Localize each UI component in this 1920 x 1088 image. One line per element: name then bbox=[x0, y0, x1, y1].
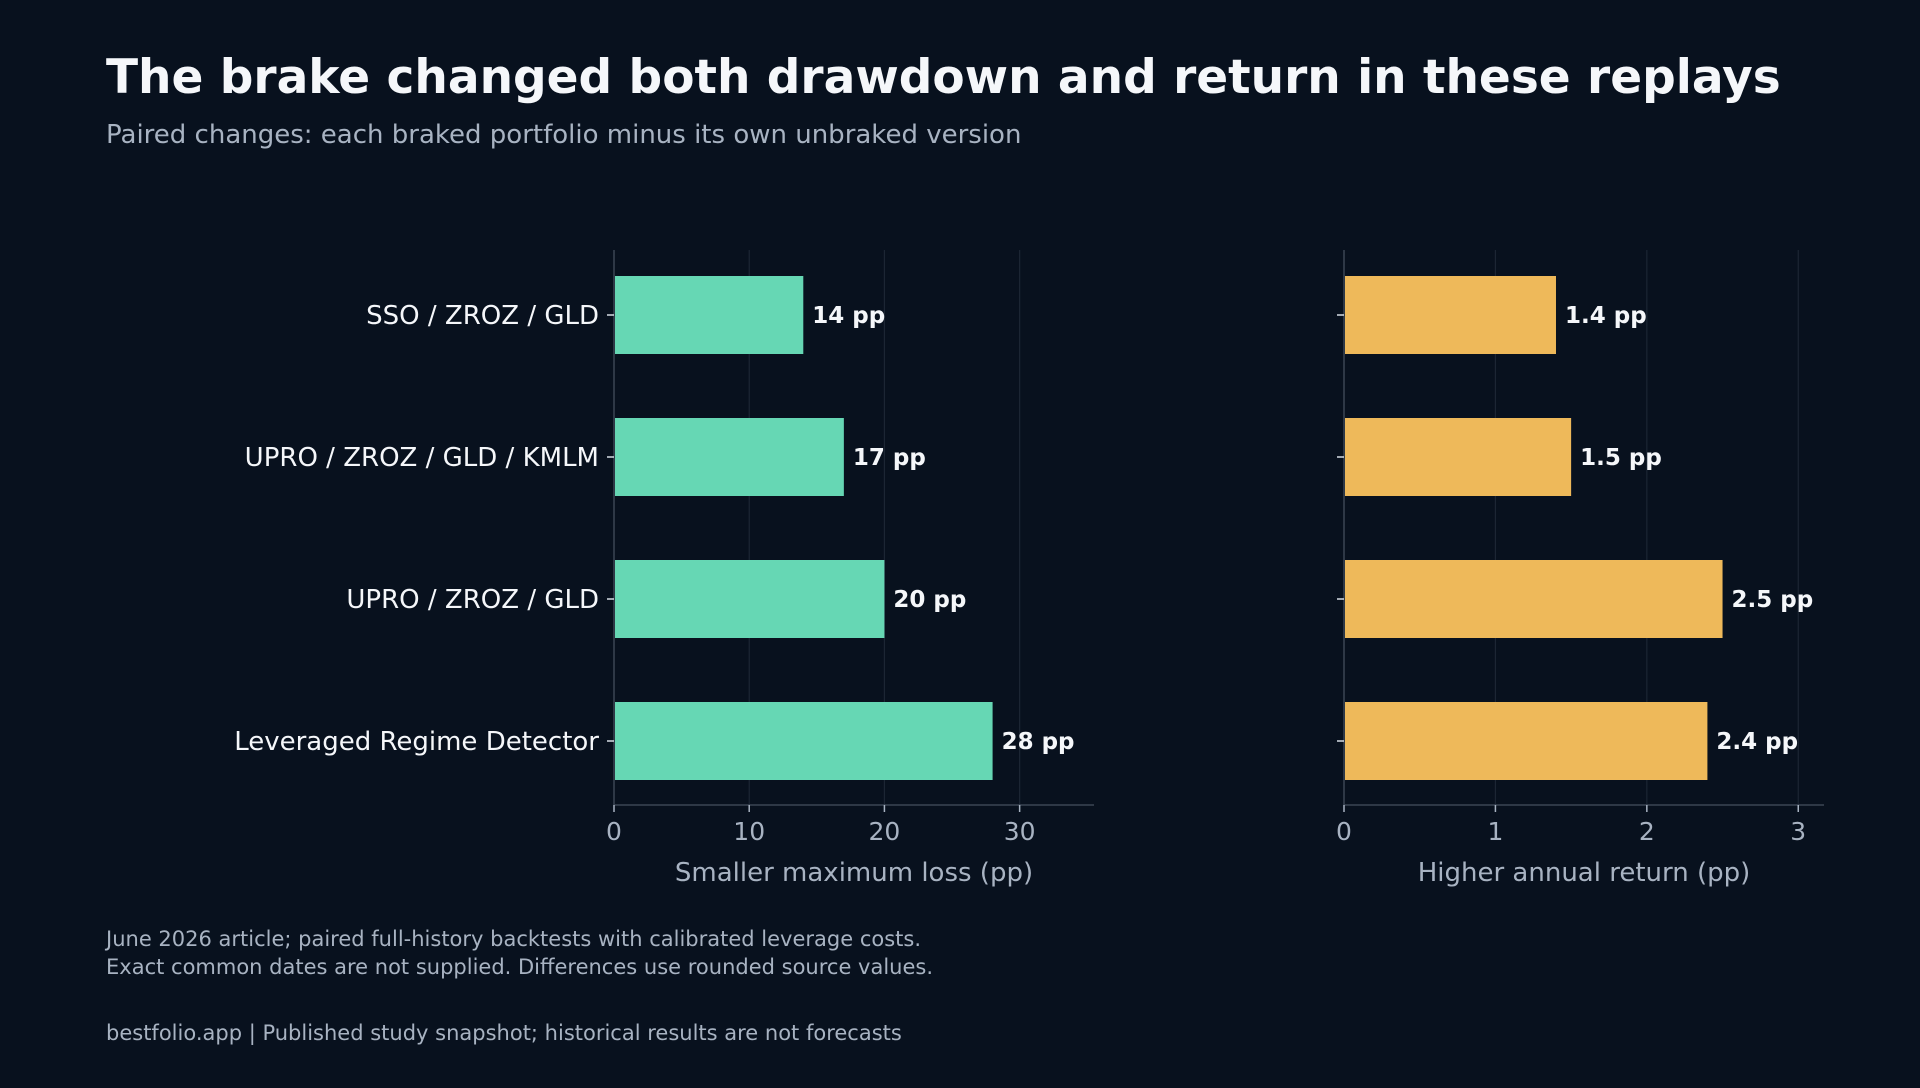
category-label: UPRO / ZROZ / GLD bbox=[346, 585, 599, 615]
value-label: 14 pp bbox=[812, 303, 885, 329]
value-label: 1.4 pp bbox=[1565, 303, 1647, 329]
x-tick-label: 0 bbox=[1336, 817, 1352, 846]
methodology-note-line-2: Exact common dates are not supplied. Dif… bbox=[106, 955, 934, 979]
value-label: 2.5 pp bbox=[1732, 587, 1814, 613]
bar-panel-1-row-2 bbox=[615, 418, 844, 496]
bar-panel-1-row-1 bbox=[615, 276, 804, 354]
x-tick-label: 2 bbox=[1639, 817, 1655, 846]
value-label: 1.5 pp bbox=[1580, 445, 1662, 471]
bar-panel-1-row-4 bbox=[615, 702, 993, 780]
bar-panel-2-row-3 bbox=[1345, 560, 1723, 638]
value-label: 28 pp bbox=[1002, 729, 1075, 755]
x-axis-title-panel-1: Smaller maximum loss (pp) bbox=[675, 858, 1033, 888]
x-tick-label: 0 bbox=[606, 817, 622, 846]
bar-panel-2-row-1 bbox=[1345, 276, 1556, 354]
x-tick-label: 10 bbox=[733, 817, 765, 846]
value-label: 17 pp bbox=[853, 445, 926, 471]
chart-subtitle: Paired changes: each braked portfolio mi… bbox=[106, 120, 1022, 150]
category-label: SSO / ZROZ / GLD bbox=[366, 301, 599, 331]
value-label: 20 pp bbox=[893, 587, 966, 613]
x-axis-title-panel-2: Higher annual return (pp) bbox=[1418, 858, 1751, 888]
category-label: Leveraged Regime Detector bbox=[234, 727, 599, 757]
methodology-note-line-1: June 2026 article; paired full-history b… bbox=[106, 927, 922, 951]
bar-panel-2-row-2 bbox=[1345, 418, 1572, 496]
x-tick-label: 30 bbox=[1004, 817, 1036, 846]
x-tick-label: 3 bbox=[1790, 817, 1806, 846]
chart-title: The brake changed both drawdown and retu… bbox=[106, 50, 1781, 105]
x-tick-label: 20 bbox=[869, 817, 901, 846]
footer-source: bestfolio.app | Published study snapshot… bbox=[106, 1021, 902, 1045]
bar-panel-1-row-3 bbox=[615, 560, 885, 638]
bar-panel-2-row-4 bbox=[1345, 702, 1708, 780]
x-tick-label: 1 bbox=[1487, 817, 1503, 846]
value-label: 2.4 pp bbox=[1716, 729, 1798, 755]
category-label: UPRO / ZROZ / GLD / KMLM bbox=[245, 443, 599, 473]
